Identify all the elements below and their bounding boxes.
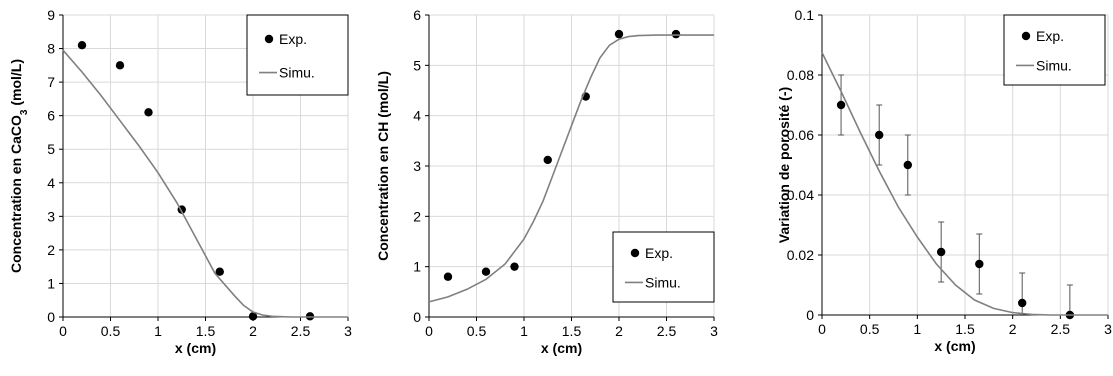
- y-axis-title-subscript: 3: [19, 109, 30, 115]
- data-point-exp: [903, 160, 912, 170]
- x-tick-label: 0: [425, 323, 433, 339]
- series-line-simu: [62, 49, 348, 318]
- legend-marker-exp: [630, 248, 640, 258]
- x-tick-label: 2.5: [657, 323, 677, 339]
- y-tick-label: 1: [47, 275, 55, 291]
- y-tick-label: 0: [413, 309, 421, 325]
- chart-3: 0 0.5 1 1.5 2 2.5 3 0 0.02 0.04 0.06 0.08 0.1 x (cm) V…: [776, 7, 1112, 354]
- y-tick-label: 0.02: [787, 247, 814, 263]
- legend: Exp. Simu.: [612, 231, 715, 303]
- x-tick-label: 2: [249, 323, 257, 339]
- x-tick-label: 2: [1009, 321, 1017, 337]
- x-axis-title: x (cm): [934, 338, 975, 354]
- legend-label-exp: Exp.: [1036, 28, 1064, 44]
- y-tick-label: 0.04: [787, 187, 814, 203]
- legend-marker-exp: [264, 34, 274, 44]
- data-point-exp: [936, 247, 946, 257]
- data-point-exp: [144, 108, 153, 117]
- data-point-exp: [443, 272, 453, 281]
- legend: Exp. Simu.: [246, 14, 349, 96]
- x-tick-label: 3: [710, 323, 718, 339]
- y-tick-label: 4: [47, 175, 55, 191]
- x-axis-title: x (cm): [175, 340, 216, 356]
- y-tick-label: 5: [413, 57, 421, 73]
- series-line-simu: [428, 34, 714, 303]
- y-tick-label: 3: [413, 158, 421, 174]
- x-tick-label: 2.5: [291, 323, 311, 339]
- y-tick-label: 0.06: [787, 127, 814, 143]
- x-tick-label: 1.5: [196, 323, 216, 339]
- data-point-exp: [875, 130, 884, 140]
- y-tick-label: 3: [47, 208, 55, 224]
- legend-marker-exp: [1021, 31, 1031, 41]
- y-axis-title: Concentration en CaCO3 (mol/L): [8, 59, 30, 273]
- y-tick-label: 0: [806, 307, 814, 323]
- legend-label-simu: Simu.: [1036, 57, 1072, 73]
- data-point-exp: [481, 267, 491, 276]
- y-axis-title: Concentration en CH (mol/L): [375, 71, 391, 261]
- data-point-exp: [543, 155, 552, 165]
- x-tick-label: 1: [913, 321, 921, 337]
- legend: Exp. Simu.: [1003, 14, 1106, 86]
- data-point-exp: [614, 29, 624, 39]
- chart-2: 0 0.5 1 1.5 2 2.5 3 0 1 2 3 4 5 6 x (cm) Concentration …: [375, 7, 718, 356]
- x-tick-label: 3: [1104, 321, 1112, 337]
- data-point-exp: [975, 259, 984, 269]
- y-tick-label: 5: [47, 141, 55, 157]
- legend-label-exp: Exp.: [279, 31, 307, 47]
- x-tick-label: 0.5: [101, 323, 121, 339]
- series-line-simu: [821, 52, 1108, 316]
- x-tick-label: 0: [818, 321, 826, 337]
- y-axis-title-part: Concentration en CaCO: [8, 115, 24, 273]
- y-tick-label: 0.08: [787, 67, 814, 83]
- data-point-exp: [671, 29, 681, 39]
- data-point-exp: [215, 267, 224, 276]
- y-tick-label: 8: [47, 41, 55, 57]
- y-tick-label: 7: [47, 74, 55, 90]
- y-axis-title: Variation de porosité (-): [776, 87, 792, 243]
- x-tick-label: 1: [154, 323, 162, 339]
- x-tick-label: 2: [615, 323, 623, 339]
- y-tick-label: 0: [47, 309, 55, 325]
- x-tick-label: 2.5: [1051, 321, 1071, 337]
- legend-label-simu: Simu.: [645, 274, 681, 290]
- legend-label-exp: Exp.: [645, 245, 673, 261]
- x-tick-label: 3: [344, 323, 352, 339]
- y-tick-label: 2: [413, 208, 421, 224]
- x-axis-title: x (cm): [541, 340, 582, 356]
- y-tick-label: 0.1: [795, 7, 815, 23]
- x-tick-label: 1.5: [955, 321, 975, 337]
- y-tick-label: 9: [47, 7, 55, 23]
- legend-box: [612, 231, 715, 303]
- y-tick-label: 2: [47, 242, 55, 258]
- y-tick-label: 6: [47, 108, 55, 124]
- y-tick-label: 6: [413, 7, 421, 23]
- data-point-exp: [1018, 298, 1027, 308]
- legend-box: [1003, 14, 1106, 86]
- legend-box: [246, 14, 349, 96]
- data-point-exp: [836, 100, 846, 110]
- y-tick-label: 1: [413, 259, 421, 275]
- legend-label-simu: Simu.: [279, 65, 315, 81]
- data-point-exp: [115, 61, 125, 70]
- chart-1: 0 0.5 1 1.5 2 2.5 3 0 1 2 3 4 5 6 7 8 9 x (cm) Concentrati…: [8, 7, 352, 356]
- y-axis-title-part: (mol/L): [8, 59, 24, 110]
- x-tick-label: 1: [520, 323, 528, 339]
- data-point-exp: [77, 41, 87, 50]
- data-point-exp: [510, 262, 519, 271]
- data-point-exp: [248, 312, 258, 321]
- y-tick-label: 4: [413, 108, 421, 124]
- x-tick-label: 0.5: [467, 323, 487, 339]
- x-tick-label: 1.5: [562, 323, 582, 339]
- x-tick-label: 0.5: [860, 321, 880, 337]
- x-tick-label: 0: [59, 323, 67, 339]
